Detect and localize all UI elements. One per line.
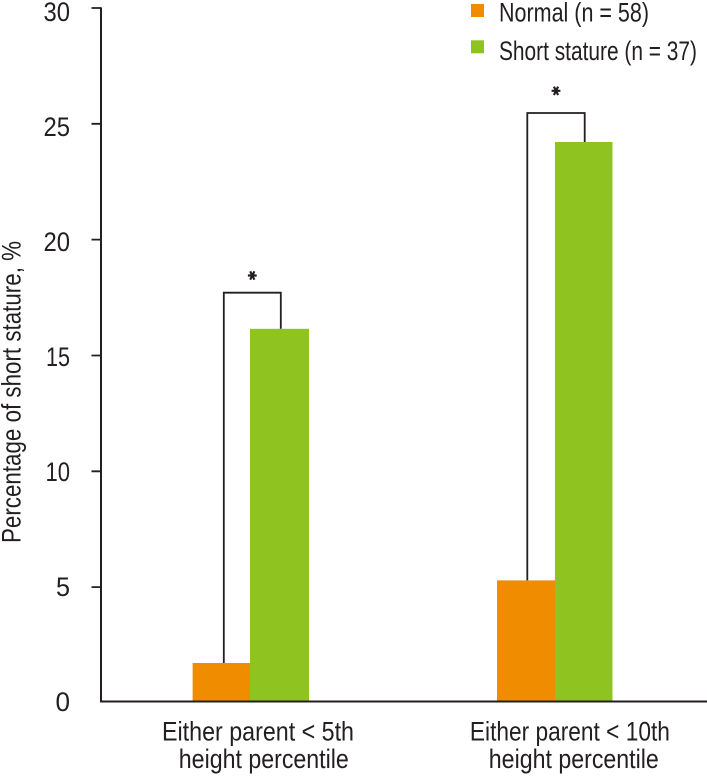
svg-text:25: 25 — [44, 112, 71, 142]
svg-text:30: 30 — [44, 0, 71, 27]
svg-text:20: 20 — [44, 227, 71, 257]
svg-text:Normal (n = 58): Normal (n = 58) — [499, 0, 649, 27]
svg-text:5: 5 — [56, 572, 70, 602]
svg-text:Either parent < 10th: Either parent < 10th — [470, 717, 670, 747]
svg-text:height percentile: height percentile — [179, 744, 349, 774]
svg-text:Short stature (n = 37): Short stature (n = 37) — [499, 36, 697, 66]
svg-text:height percentile: height percentile — [489, 744, 659, 774]
svg-text:Percentage of short stature, %: Percentage of short stature, % — [0, 241, 27, 543]
svg-text:10: 10 — [46, 457, 71, 487]
svg-text:0: 0 — [56, 687, 71, 717]
svg-text:Either parent < 5th: Either parent < 5th — [162, 717, 354, 747]
svg-text:15: 15 — [46, 342, 70, 372]
